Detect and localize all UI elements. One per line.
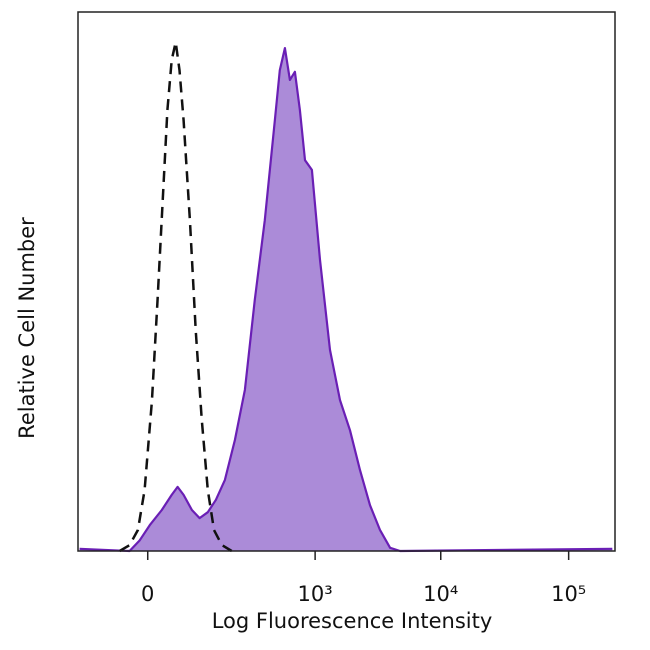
control-histogram	[119, 40, 233, 553]
x-axis-label: Log Fluorescence Intensity	[212, 609, 493, 633]
histogram-fill	[79, 48, 613, 551]
x-tick-label: 10⁴	[423, 582, 458, 606]
x-tick-label: 10³	[298, 582, 333, 606]
histogram-line	[79, 47, 613, 553]
plot-frame	[77, 11, 616, 552]
x-tick-label: 10⁵	[551, 582, 586, 606]
y-axis-label: Relative Cell Number	[15, 217, 39, 439]
x-tick-label: 0	[141, 582, 154, 606]
